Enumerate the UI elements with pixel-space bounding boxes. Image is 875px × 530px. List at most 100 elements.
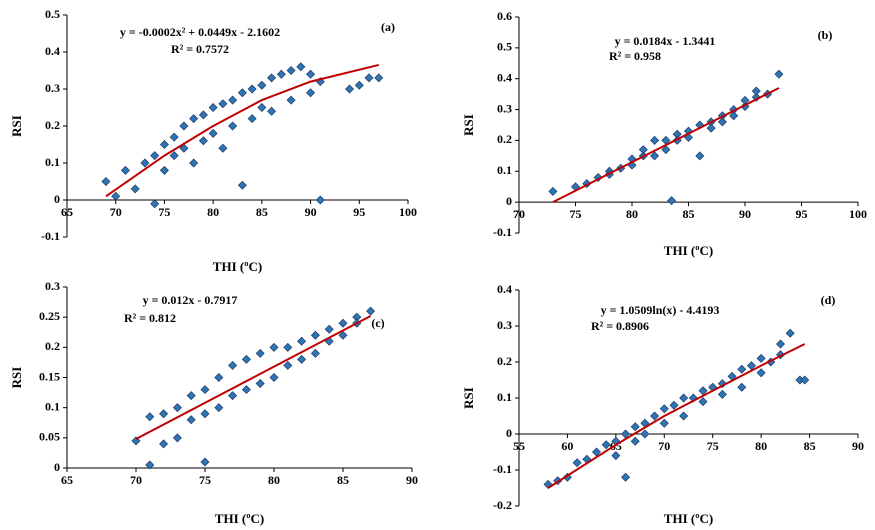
- point: [310, 330, 320, 340]
- y-tick-label: 0.3: [497, 318, 512, 332]
- point: [208, 128, 218, 138]
- point: [695, 151, 705, 161]
- point: [286, 95, 296, 105]
- point: [255, 379, 265, 389]
- equation: y = -0.0002x² + 0.0449x - 2.1602: [120, 25, 280, 39]
- point: [659, 404, 669, 414]
- y-axis-label: RSI: [461, 114, 476, 136]
- point: [548, 186, 558, 196]
- point: [186, 391, 196, 401]
- point: [315, 195, 325, 205]
- point: [159, 165, 169, 175]
- point: [267, 73, 277, 83]
- point: [200, 409, 210, 419]
- point: [650, 151, 660, 161]
- point: [374, 73, 384, 83]
- x-axis-label: THI (ºC): [664, 511, 713, 526]
- point: [255, 348, 265, 358]
- point: [172, 403, 182, 413]
- x-tick-label: 85: [804, 439, 816, 453]
- point: [172, 433, 182, 443]
- y-tick-label: 0.5: [497, 40, 512, 54]
- x-tick-label: 85: [256, 205, 268, 219]
- point: [150, 199, 160, 209]
- equation: y = 0.012x - 0.7917: [143, 293, 238, 307]
- point: [572, 458, 582, 468]
- y-tick-label: 0.25: [39, 309, 60, 323]
- point: [200, 385, 210, 395]
- point: [785, 328, 795, 338]
- x-tick-label: 65: [61, 473, 73, 487]
- y-tick-label: 0.1: [45, 155, 60, 169]
- r-squared: R² = 0.812: [124, 311, 176, 325]
- point: [640, 429, 650, 439]
- x-tick-label: 70: [513, 207, 525, 221]
- panel-label: (a): [381, 20, 395, 34]
- point: [776, 350, 786, 360]
- x-axis-label: THI (ºC): [213, 259, 262, 274]
- point: [706, 123, 716, 133]
- r-squared: R² = 0.8906: [591, 319, 649, 333]
- x-tick-label: 75: [199, 473, 211, 487]
- point: [228, 121, 238, 131]
- x-tick-label: 100: [849, 207, 867, 221]
- y-tick-label: 0.2: [497, 132, 512, 146]
- point: [679, 411, 689, 421]
- point: [630, 422, 640, 432]
- x-tick-label: 65: [61, 205, 73, 219]
- point: [659, 418, 669, 428]
- trend-line: [135, 315, 372, 440]
- y-tick-label: -0.1: [493, 225, 512, 239]
- panel-label: (d): [821, 293, 836, 307]
- y-tick-label: 0: [54, 460, 60, 474]
- point: [679, 393, 689, 403]
- y-tick-label: -0.1: [41, 229, 60, 243]
- point: [661, 145, 671, 155]
- point: [150, 151, 160, 161]
- point: [737, 364, 747, 374]
- trend-line: [105, 63, 380, 198]
- y-axis-label: RSI: [9, 367, 24, 389]
- x-tick-label: 85: [337, 473, 349, 487]
- point: [247, 84, 257, 94]
- point: [306, 88, 316, 98]
- y-tick-label: 0.1: [497, 390, 512, 404]
- x-tick-label: 95: [353, 205, 365, 219]
- point: [297, 336, 307, 346]
- point: [698, 397, 708, 407]
- y-tick-label: 0.3: [45, 279, 60, 293]
- point: [737, 382, 747, 392]
- point: [189, 158, 199, 168]
- equation: y = 0.0184x - 1.3441: [615, 34, 716, 48]
- y-tick-label: 0.2: [45, 118, 60, 132]
- point: [310, 348, 320, 358]
- point: [198, 136, 208, 146]
- point: [621, 472, 631, 482]
- point: [111, 191, 121, 201]
- point: [601, 440, 611, 450]
- point: [200, 457, 210, 467]
- y-tick-label: 0.6: [497, 9, 512, 23]
- point: [159, 409, 169, 419]
- point: [140, 158, 150, 168]
- y-tick-label: 0: [506, 426, 512, 440]
- x-tick-label: 60: [561, 439, 573, 453]
- point: [306, 69, 316, 79]
- point: [296, 62, 306, 72]
- point: [130, 184, 140, 194]
- point: [283, 342, 293, 352]
- point: [338, 318, 348, 328]
- point: [214, 403, 224, 413]
- y-tick-label: -0.1: [493, 462, 512, 476]
- x-tick-label: 90: [852, 439, 864, 453]
- point: [630, 436, 640, 446]
- x-tick-label: 80: [268, 473, 280, 487]
- y-tick-label: 0.4: [497, 282, 512, 296]
- x-tick-label: 95: [796, 207, 808, 221]
- point: [228, 391, 238, 401]
- point: [638, 145, 648, 155]
- panel-label: (c): [371, 316, 384, 330]
- y-axis-label: RSI: [461, 387, 476, 409]
- x-tick-label: 90: [406, 473, 418, 487]
- point: [218, 99, 228, 109]
